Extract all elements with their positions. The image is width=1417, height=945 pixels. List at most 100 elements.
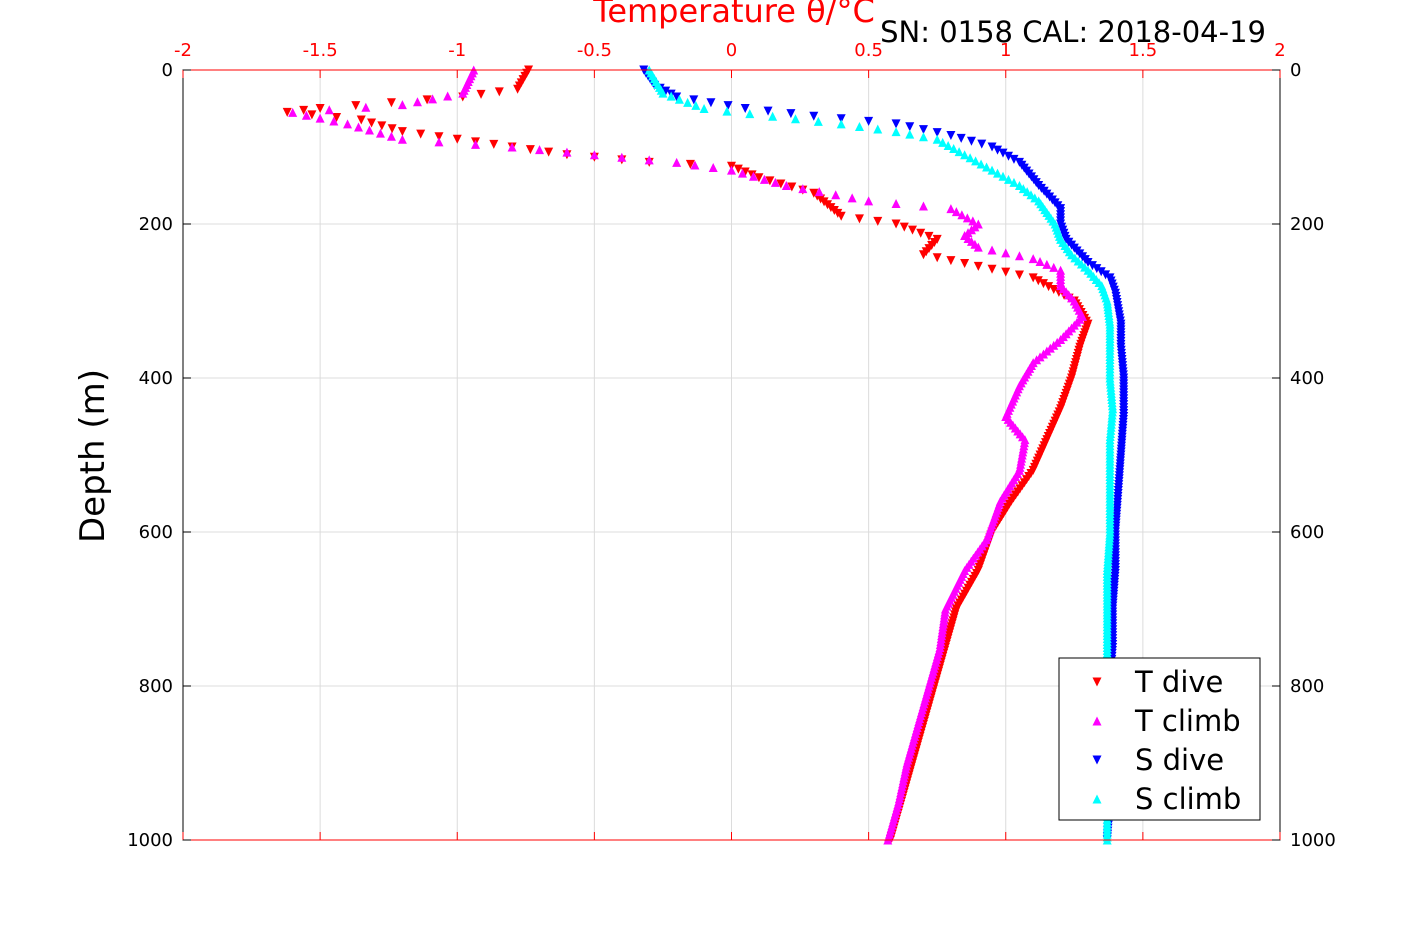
legend-marker: [1092, 716, 1102, 726]
data-point: [428, 94, 438, 104]
data-point: [544, 147, 554, 157]
data-point: [1009, 154, 1019, 164]
data-point: [507, 142, 517, 152]
data-point: [748, 171, 758, 181]
data-point: [781, 181, 791, 190]
data-point: [397, 134, 407, 144]
data-point: [754, 173, 764, 183]
legend-box: [1058, 657, 1261, 821]
data-point: [918, 201, 928, 211]
data-point: [288, 107, 298, 117]
data-point: [924, 231, 934, 241]
legend-label: T dive: [1134, 665, 1223, 699]
data-point: [943, 140, 953, 150]
data-point: [307, 110, 317, 120]
data-point: [977, 139, 987, 149]
data-point: [765, 176, 775, 186]
data-point: [770, 177, 780, 187]
data-point: [873, 124, 883, 134]
data-point: [908, 225, 918, 235]
data-point: [949, 144, 959, 154]
data-point: [1049, 262, 1059, 272]
y-tick-label-left: 600: [139, 522, 173, 543]
data-point: [722, 106, 732, 116]
x-tick-label: 2: [1274, 40, 1285, 61]
data-point: [813, 116, 823, 126]
data-point: [847, 193, 857, 203]
data-point: [938, 137, 948, 147]
data-point: [1042, 259, 1052, 269]
data-point: [954, 147, 964, 157]
x-tick-label: 1: [1000, 40, 1011, 61]
data-point: [951, 207, 961, 217]
data-point: [644, 155, 654, 165]
data-point: [661, 86, 671, 96]
data-point: [809, 111, 819, 121]
data-point: [699, 104, 709, 113]
data-point: [918, 250, 928, 260]
data-point: [416, 129, 426, 139]
data-point: [525, 145, 535, 155]
data-point: [617, 152, 627, 162]
data-point: [354, 122, 364, 132]
data-point: [957, 210, 967, 220]
series-t-climb: [288, 65, 1088, 845]
data-point: [966, 136, 976, 146]
data-point: [836, 119, 846, 129]
data-point: [956, 133, 966, 143]
data-point: [987, 165, 997, 175]
y-tick-label-right: 0: [1290, 60, 1301, 81]
data-point: [946, 130, 956, 140]
data-point: [1033, 276, 1043, 286]
data-point: [513, 84, 523, 94]
data-point: [672, 92, 682, 102]
data-point: [987, 142, 997, 152]
data-point: [666, 91, 676, 101]
data-point: [998, 148, 1008, 158]
data-point: [690, 160, 700, 170]
data-point: [367, 118, 377, 128]
data-point: [489, 139, 499, 149]
legend-label: T climb: [1134, 704, 1241, 738]
data-point: [562, 147, 572, 157]
x-tick-label: -0.5: [577, 40, 612, 61]
data-point: [329, 116, 339, 126]
data-point: [351, 101, 361, 111]
data-point: [891, 198, 901, 208]
data-point: [891, 219, 901, 229]
data-point: [831, 190, 841, 200]
y-tick-label-right: 800: [1290, 676, 1324, 697]
data-point: [864, 116, 874, 126]
data-point: [727, 165, 736, 175]
data-point: [1049, 284, 1059, 294]
y-tick-label-left: 400: [139, 368, 173, 389]
data-point: [1083, 258, 1093, 267]
y-tick-label-right: 200: [1290, 214, 1324, 235]
data-point: [364, 125, 374, 135]
x-tick-label: 0: [726, 40, 737, 61]
data-point: [763, 106, 773, 116]
data-point: [998, 171, 1008, 181]
data-point: [798, 184, 808, 194]
x-tick-label: -1: [448, 40, 466, 61]
data-point: [458, 88, 468, 98]
legend-label: S dive: [1135, 743, 1224, 777]
data-point: [1044, 282, 1054, 292]
data-point: [836, 114, 846, 124]
y-tick-label-left: 200: [139, 214, 173, 235]
y-axis-title: Depth (m): [73, 369, 113, 543]
data-point: [891, 119, 901, 129]
data-point: [854, 121, 864, 131]
data-point: [691, 100, 701, 110]
data-point: [723, 101, 733, 111]
data-point: [918, 132, 928, 142]
data-point: [1028, 254, 1038, 264]
data-point: [535, 145, 545, 155]
data-point: [905, 129, 915, 139]
data-point: [494, 87, 504, 97]
x-tick-label: -2: [174, 40, 192, 61]
data-point: [1001, 267, 1011, 277]
data-point: [589, 150, 599, 160]
data-point: [918, 125, 928, 135]
